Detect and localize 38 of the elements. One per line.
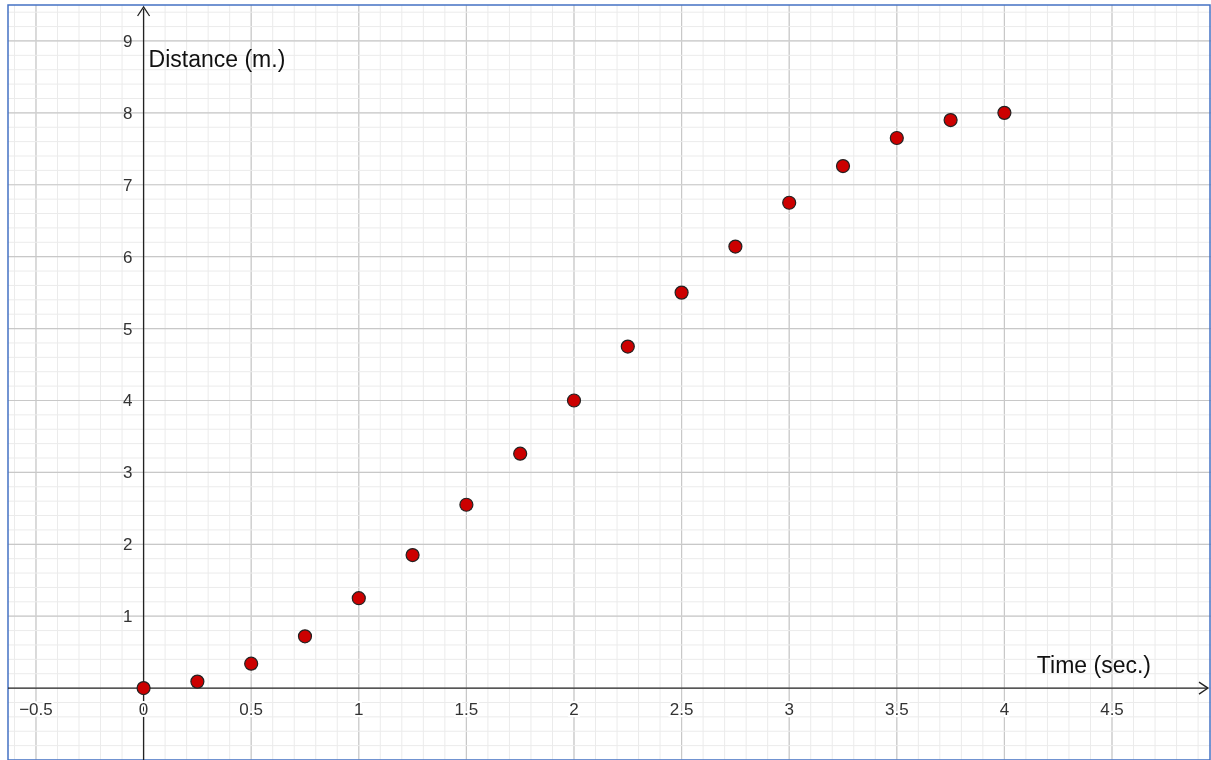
- y-tick-label: 3: [123, 463, 133, 483]
- point: [190, 674, 205, 689]
- point: [297, 629, 313, 644]
- point: [459, 497, 474, 512]
- point: [620, 339, 635, 354]
- point: [405, 547, 420, 563]
- x-axis-title: Time (sec.): [1036, 652, 1151, 679]
- point: [997, 105, 1012, 120]
- y-tick-label: 6: [123, 247, 133, 267]
- point: [728, 239, 743, 254]
- y-axis-title: Distance (m.): [148, 46, 286, 72]
- x-tick-label: 2.5: [669, 700, 694, 720]
- point: [674, 285, 689, 300]
- x-tick-label: 3.5: [884, 700, 909, 720]
- y-tick-label: 7: [123, 175, 133, 195]
- y-tick-label: 8: [123, 103, 133, 123]
- y-tick-label: 2: [123, 535, 133, 555]
- y-tick-label: 9: [123, 31, 133, 51]
- y-tick-label: 4: [123, 391, 133, 411]
- x-tick-label: 3: [784, 700, 794, 720]
- point: [513, 446, 528, 461]
- x-tick-label: −0.5: [19, 700, 53, 720]
- point: [351, 591, 366, 606]
- point: [244, 656, 259, 671]
- x-tick-label: 1.5: [454, 700, 479, 720]
- point: [835, 158, 851, 174]
- point: [943, 112, 958, 128]
- point: [782, 195, 797, 210]
- point: [889, 130, 904, 146]
- y-tick-label: 5: [123, 319, 133, 339]
- y-tick-label: 1: [123, 607, 133, 627]
- x-tick-label: 2: [569, 700, 579, 720]
- x-tick-label: 1: [354, 700, 364, 720]
- x-tick-label: 4.5: [1100, 700, 1124, 720]
- x-tick-label: 0.5: [239, 700, 263, 720]
- x-tick-label: 4: [999, 700, 1010, 720]
- point: [566, 393, 582, 408]
- point: [136, 681, 151, 696]
